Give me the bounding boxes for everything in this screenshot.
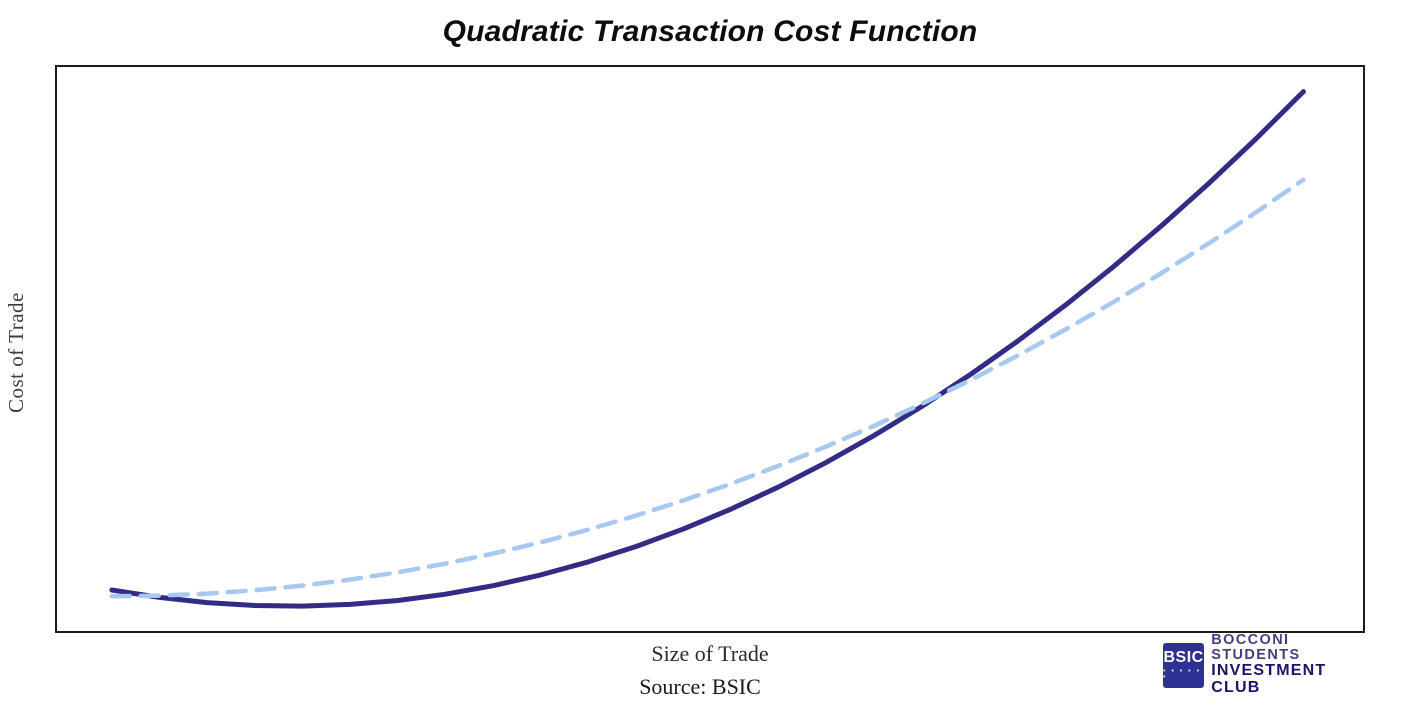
plot-svg: [109, 89, 1306, 609]
y-axis-label: Cost of Trade: [4, 292, 28, 413]
curve-benchmark-cost-dashed: [109, 177, 1306, 599]
bsic-logo-badge: BSIC • • • • • •: [1163, 642, 1205, 688]
x-axis-label: Size of Trade: [651, 641, 769, 666]
bsic-logo-text: BOCCONI STUDENTS INVESTMENT CLUB: [1211, 632, 1363, 697]
bsic-logo: BSIC • • • • • • BOCCONI STUDENTS INVEST…: [1163, 632, 1363, 697]
plot-area: BSIC • • • • • • BOCCONI STUDENTS INVEST…: [55, 65, 1365, 696]
source-note: Source: BSIC: [639, 674, 761, 699]
bsic-badge-text: BSIC: [1163, 648, 1204, 666]
curve-quadratic-cost-solid: [109, 89, 1306, 609]
bsic-badge-dots: • • • • • •: [1163, 667, 1202, 681]
chart-title: Quadratic Transaction Cost Function: [442, 15, 978, 48]
bsic-logo-line2: INVESTMENT CLUB: [1211, 662, 1327, 697]
bsic-logo-line1: BOCCONI STUDENTS: [1211, 632, 1301, 664]
